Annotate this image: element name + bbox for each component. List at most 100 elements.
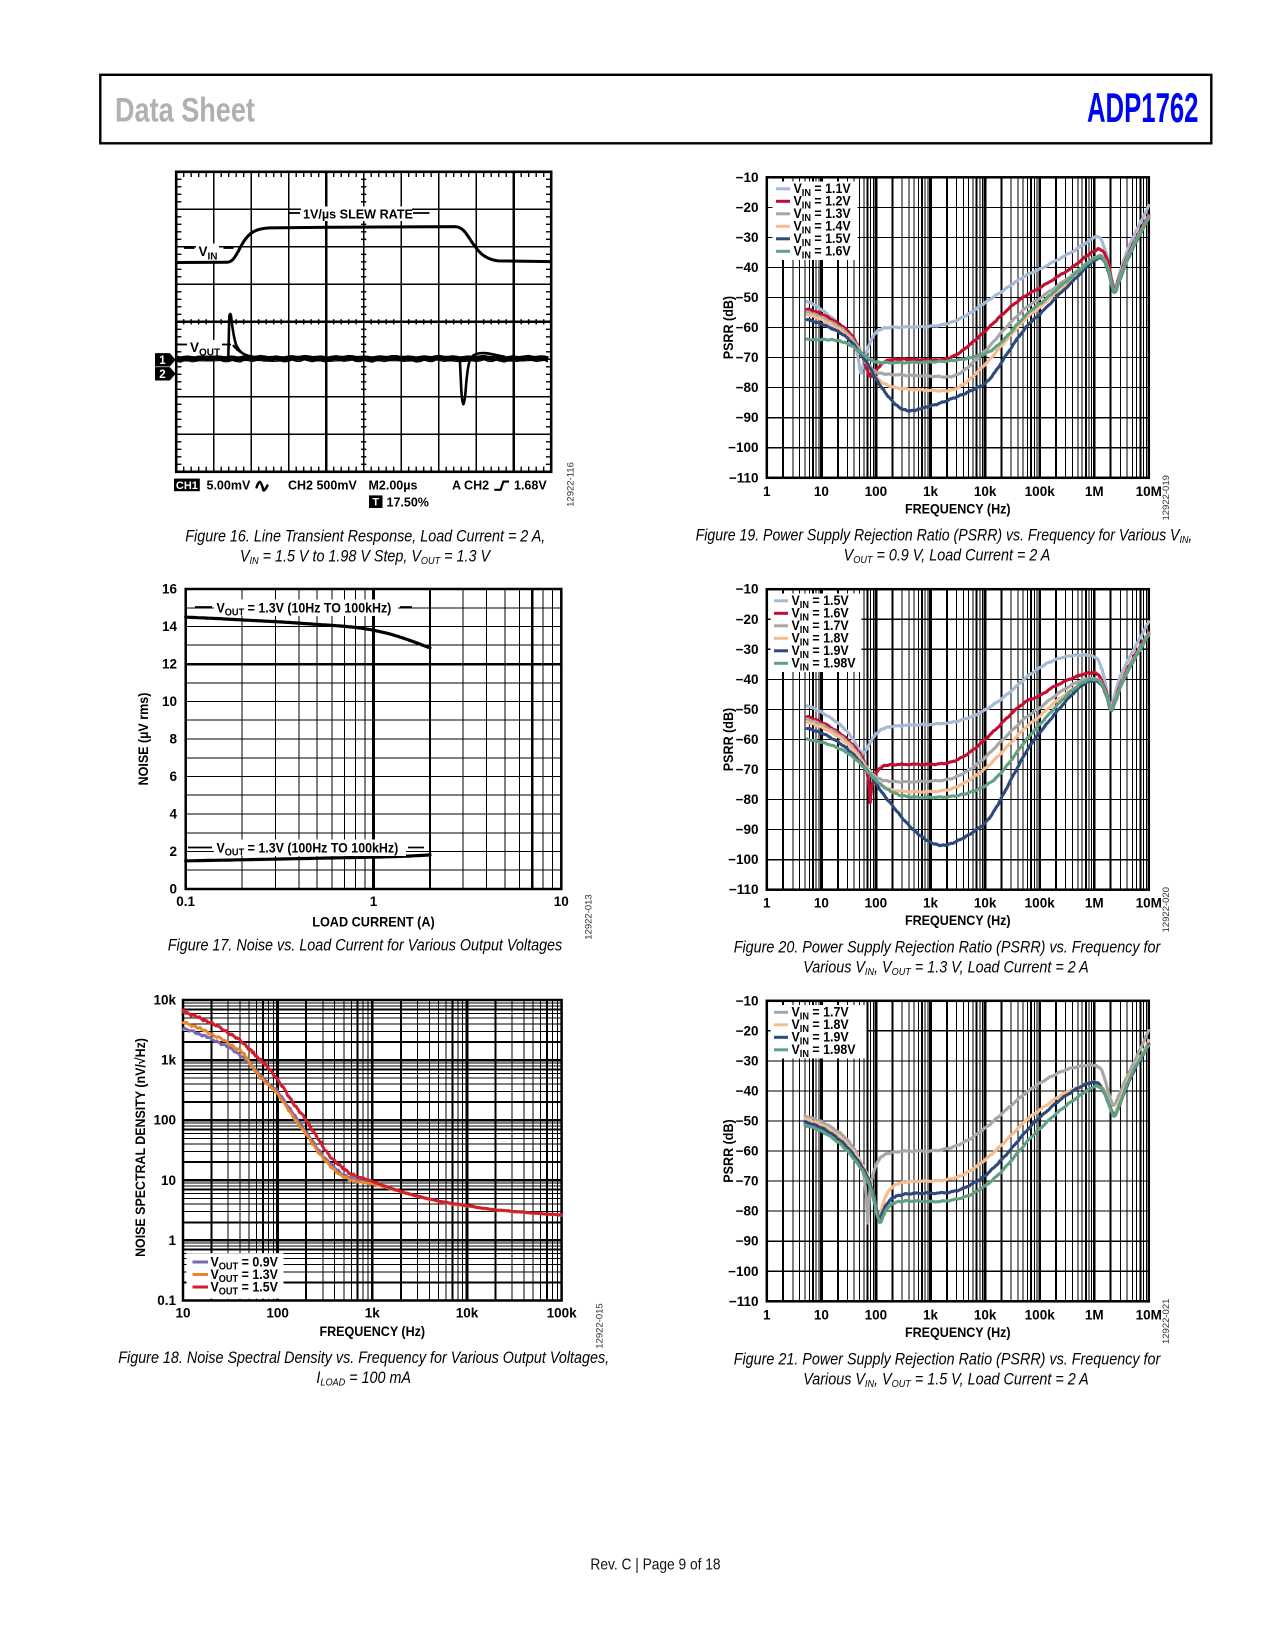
svg-text:M2.00µs: M2.00µs [369,479,418,493]
svg-text:12922-015: 12922-015 [595,1303,606,1348]
svg-text:NOISE (µV rms): NOISE (µV rms) [136,693,152,786]
svg-text:LOAD CURRENT (A): LOAD CURRENT (A) [312,914,435,929]
svg-text:5.00mV: 5.00mV [207,479,251,493]
svg-text:12922-021: 12922-021 [1161,1299,1172,1344]
svg-text:NOISE SPECTRAL DENSITY (nV/√Hz: NOISE SPECTRAL DENSITY (nV/√Hz) [133,1038,149,1257]
svg-text:−110: −110 [729,1294,759,1309]
svg-text:1: 1 [168,1233,176,1248]
svg-text:Figure 19. Power Supply Reject: Figure 19. Power Supply Rejection Ratio … [696,527,1193,547]
svg-text:0.1: 0.1 [157,1293,176,1308]
svg-text:100: 100 [865,1307,888,1322]
svg-text:Rev. C | Page 9 of 18: Rev. C | Page 9 of 18 [590,1556,720,1574]
svg-text:2: 2 [169,844,177,859]
svg-text:−80: −80 [736,1204,759,1219]
svg-text:−70: −70 [736,350,759,365]
svg-text:1: 1 [763,484,771,499]
svg-text:CH1: CH1 [176,480,198,492]
svg-text:10k: 10k [974,1307,997,1322]
svg-text:−20: −20 [736,200,759,215]
svg-text:10: 10 [814,1307,829,1322]
svg-text:−60: −60 [736,1144,759,1159]
svg-text:Data Sheet: Data Sheet [115,90,255,129]
svg-text:VIN​ = 1.5 V to 1.98 V Step, V: VIN​ = 1.5 V to 1.98 V Step, VOUT​ = 1.3… [240,548,492,568]
svg-text:Figure 21. Power Supply Reject: Figure 21. Power Supply Rejection Ratio … [734,1351,1161,1369]
svg-text:−60: −60 [736,732,759,747]
svg-text:−50: −50 [736,702,759,717]
svg-text:10: 10 [175,1306,190,1321]
svg-text:−20: −20 [736,1023,759,1038]
svg-text:−40: −40 [736,672,759,687]
svg-text:−110: −110 [729,470,759,485]
svg-text:100k: 100k [1025,484,1056,499]
svg-text:4: 4 [169,807,177,822]
svg-text:0.1: 0.1 [176,894,195,909]
svg-text:Figure 20. Power Supply Reject: Figure 20. Power Supply Rejection Ratio … [734,939,1161,957]
svg-text:1k: 1k [161,1053,177,1068]
svg-text:100: 100 [153,1113,176,1128]
svg-text:−40: −40 [736,1084,759,1099]
svg-text:1V/µs SLEW RATE: 1V/µs SLEW RATE [303,206,413,221]
svg-text:10: 10 [814,484,829,499]
svg-text:6: 6 [169,769,177,784]
svg-text:12: 12 [162,657,177,672]
svg-text:−70: −70 [736,1174,759,1189]
svg-text:FREQUENCY (Hz): FREQUENCY (Hz) [905,1324,1011,1340]
svg-text:Various VIN​, VOUT​ = 1.5 V, L: Various VIN​, VOUT​ = 1.5 V, Load Curren… [803,1371,1088,1391]
svg-text:Figure 17. Noise vs. Load Curr: Figure 17. Noise vs. Load Current for Va… [168,937,563,955]
svg-text:1: 1 [763,896,771,911]
svg-text:VOUT​ = 1.3V (100Hz TO 100kHz): VOUT​ = 1.3V (100Hz TO 100kHz) [217,840,399,859]
svg-text:−80: −80 [736,792,759,807]
svg-text:8: 8 [169,732,177,747]
svg-text:2: 2 [159,369,165,381]
svg-text:10k: 10k [456,1306,479,1321]
svg-text:Figure 16. Line Transient Resp: Figure 16. Line Transient Response, Load… [185,528,545,546]
svg-text:100k: 100k [547,1306,578,1321]
svg-text:10M: 10M [1136,896,1162,911]
svg-text:100k: 100k [1025,1307,1056,1322]
svg-text:16: 16 [162,582,178,597]
svg-text:12922-019: 12922-019 [1161,475,1172,520]
svg-text:1: 1 [763,1307,771,1322]
svg-text:1k: 1k [923,896,939,911]
svg-text:A CH2: A CH2 [452,479,489,493]
svg-text:Various VIN​, VOUT​ = 1.3 V, L: Various VIN​, VOUT​ = 1.3 V, Load Curren… [803,959,1088,979]
svg-text:1: 1 [159,355,166,367]
svg-text:10: 10 [554,894,569,909]
svg-text:1k: 1k [365,1306,381,1321]
svg-text:−50: −50 [736,290,759,305]
svg-text:VOUT​ = 0.9 V, Load Current =: VOUT​ = 0.9 V, Load Current = 2 A [844,547,1051,567]
svg-text:−80: −80 [736,380,759,395]
svg-text:100: 100 [266,1306,289,1321]
svg-text:0: 0 [169,882,177,897]
svg-text:1M: 1M [1085,484,1104,499]
svg-text:VOUT​ = 1.3V (10Hz TO 100kHz): VOUT​ = 1.3V (10Hz TO 100kHz) [217,600,392,619]
svg-text:CH2 500mV: CH2 500mV [288,479,357,493]
svg-text:1M: 1M [1085,896,1104,911]
svg-text:1k: 1k [923,1307,939,1322]
svg-text:10M: 10M [1136,484,1162,499]
svg-text:10: 10 [162,694,177,709]
svg-text:−70: −70 [736,762,759,777]
svg-text:17.50%: 17.50% [387,495,429,509]
svg-text:−90: −90 [736,822,759,837]
svg-text:−10: −10 [736,993,759,1008]
svg-text:1.68V: 1.68V [514,479,547,493]
svg-text:−50: −50 [736,1114,759,1129]
svg-text:10: 10 [814,896,829,911]
svg-text:10: 10 [161,1173,176,1188]
svg-text:−30: −30 [736,642,759,657]
svg-text:10k: 10k [974,896,997,911]
svg-text:PSRR (dB): PSRR (dB) [721,296,737,359]
svg-text:PSRR (dB): PSRR (dB) [721,1119,737,1182]
svg-text:12922-013: 12922-013 [584,894,595,939]
svg-text:T: T [372,497,379,509]
svg-text:10k: 10k [974,484,997,499]
svg-text:−10: −10 [736,582,759,597]
svg-text:12922-116: 12922-116 [566,462,577,507]
svg-text:14: 14 [162,619,178,634]
svg-text:FREQUENCY (Hz): FREQUENCY (Hz) [905,501,1011,517]
svg-text:−30: −30 [736,1053,759,1068]
svg-text:−10: −10 [736,170,759,185]
svg-text:−100: −100 [728,440,758,455]
svg-text:100: 100 [865,484,888,499]
